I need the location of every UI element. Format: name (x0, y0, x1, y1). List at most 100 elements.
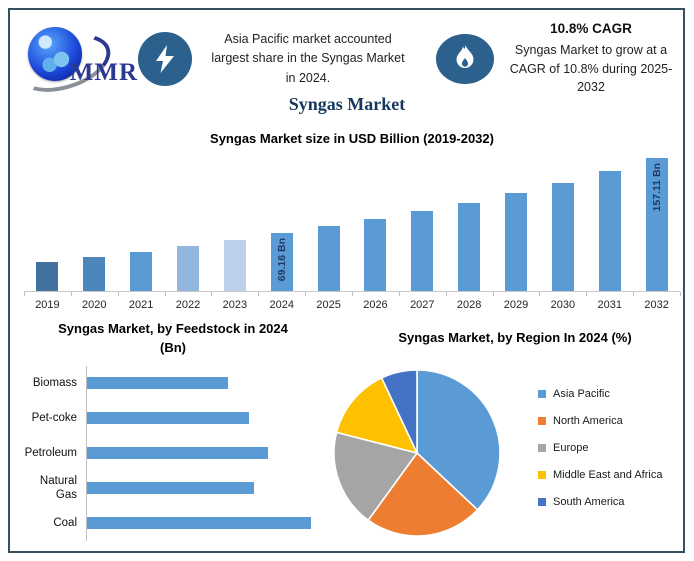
globe-icon (28, 27, 82, 81)
flame-icon (456, 45, 474, 68)
feedstock-label: Petroleum (24, 447, 77, 459)
bar-slot-2024: 69.16 Bn (258, 156, 305, 291)
category-label-2020: 2020 (82, 299, 107, 311)
axis-tick (305, 292, 307, 296)
category-label-2019: 2019 (35, 299, 60, 311)
category-label-2031: 2031 (597, 299, 622, 311)
feedstock-bar (87, 517, 311, 530)
cagr-title: 10.8% CAGR (550, 20, 632, 36)
bar-slot-2028 (446, 156, 493, 291)
legend-swatch (538, 389, 546, 398)
bar-2027 (411, 211, 434, 291)
axis-tick (539, 292, 541, 296)
feedstock-bar-area (86, 505, 326, 541)
axis-tick (586, 292, 588, 296)
bar-2022 (177, 246, 199, 291)
axis-tick (445, 292, 447, 296)
bar-slot-2030 (539, 156, 586, 291)
bar-slot-2026 (352, 156, 399, 291)
pie-slice-north-america (367, 452, 479, 537)
pie-slice-middle-east-and-africa (335, 377, 418, 454)
feedstock-bar (87, 377, 228, 390)
axis-tick (633, 292, 635, 296)
market-size-bar-chart: Syngas Market size in USD Billion (2019-… (24, 131, 681, 311)
category-label-2022: 2022 (175, 299, 201, 311)
bar-2030 (551, 182, 574, 291)
feedstock-bar (87, 482, 255, 495)
category-label-2024: 2024 (269, 299, 294, 311)
lightning-badge (138, 32, 192, 86)
bar-2025 (317, 226, 340, 291)
category-label-2021: 2021 (128, 299, 154, 311)
bar-2024: 69.16 Bn (270, 232, 293, 291)
legend-label: North America (553, 414, 623, 427)
feedstock-bar (87, 412, 249, 425)
axis-tick (211, 292, 213, 296)
category-label-2028: 2028 (456, 299, 482, 311)
feedstock-label: Pet-coke (31, 412, 77, 424)
page-title: Syngas Market (288, 94, 406, 114)
axis-tick (70, 292, 72, 296)
bar-2023 (223, 240, 246, 291)
axis-tick (352, 292, 353, 296)
header: MMR Asia Pacific market accounted larges… (10, 18, 676, 103)
bar-slot-2023 (211, 156, 258, 291)
pie-plot-area (333, 369, 501, 537)
axis-tick (164, 292, 166, 296)
bar-2021 (130, 252, 153, 291)
feedstock-bar-area (86, 435, 326, 471)
bar-slot-2032: 157.11 Bn (633, 156, 680, 291)
legend-label: South America (553, 495, 625, 508)
axis-tick (398, 292, 400, 296)
legend-label: Europe (553, 441, 589, 454)
bar-2029 (505, 193, 528, 291)
category-label-2030: 2030 (550, 299, 576, 311)
axis-tick (117, 292, 119, 296)
bar-data-label-2032: 157.11 Bn (650, 163, 663, 212)
legend-item-europe: Europe (538, 441, 662, 454)
feedstock-bar-area (86, 365, 326, 401)
mmr-logo: MMR (10, 23, 138, 103)
feedstock-bar-area (86, 400, 326, 436)
bar-2020 (83, 257, 106, 291)
bar-slot-2029 (493, 156, 540, 291)
feedstock-label: Coal (53, 517, 77, 529)
bar-data-label-2024: 69.16 Bn (275, 237, 288, 281)
category-label-2025: 2025 (316, 299, 341, 311)
bar-slot-2027 (399, 156, 446, 291)
legend-item-asia-pacific: Asia Pacific (538, 388, 662, 400)
highlight-asia-pacific-text: Asia Pacific market accounted largest sh… (211, 31, 405, 85)
bar-chart-x-axis (24, 291, 681, 296)
legend-item-middle-east-and-africa: Middle East and Africa (538, 469, 662, 481)
feedstock-row-pet-coke: Pet-coke (20, 400, 326, 436)
axis-tick (680, 292, 681, 296)
bar-slot-2031 (586, 156, 633, 291)
legend-swatch (538, 497, 546, 506)
flame-badge (436, 34, 494, 84)
feedstock-bar-area (86, 470, 326, 506)
category-label-2023: 2023 (222, 299, 248, 311)
category-label-2026: 2026 (363, 299, 388, 311)
pie-legend: Asia Pacific North America Europe Middle Ea… (538, 388, 662, 523)
axis-tick (258, 292, 260, 296)
bar-2032: 157.11 Bn (645, 158, 668, 291)
bar-slot-2025 (305, 156, 352, 291)
category-label-2032: 2032 (644, 299, 669, 311)
feedstock-label: Natural Gas (39, 474, 77, 502)
legend-swatch (538, 470, 546, 479)
bar-slot-2020 (71, 156, 118, 291)
feedstock-row-biomass: Biomass (20, 365, 326, 401)
bar-chart-title: Syngas Market size in USD Billion (2019-… (210, 131, 494, 146)
feedstock-row-petroleum: Petroleum (20, 435, 326, 471)
pie-slice-south-america (380, 369, 418, 454)
bar-2026 (364, 219, 387, 291)
feedstock-row-natural-gas: Natural Gas (20, 470, 326, 506)
bar-chart-category-labels: 2019 2020 2021 2022 2023 2024 2025 2026 2027 2028… (24, 299, 680, 311)
legend-swatch (538, 416, 546, 425)
feedstock-bar-chart: Syngas Market, by Feedstock in 2024 (Bn)… (20, 320, 326, 541)
bar-2028 (458, 202, 481, 291)
lightning-icon (156, 45, 174, 73)
pie-slice-europe (333, 431, 418, 521)
feedstock-bar (87, 447, 268, 460)
